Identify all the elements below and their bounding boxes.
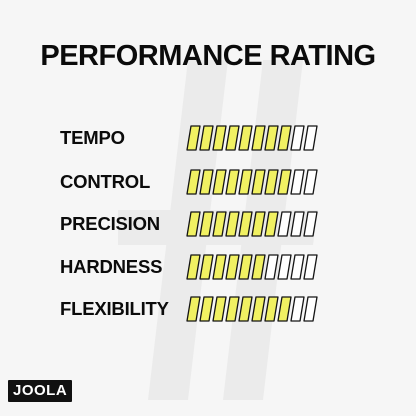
- rating-segment-filled: [225, 296, 240, 322]
- rating-segment-empty: [290, 169, 305, 195]
- rating-segment-filled: [251, 254, 266, 280]
- rating-segment-filled: [212, 254, 227, 280]
- rating-segment-filled: [212, 211, 227, 237]
- rating-segment-filled: [225, 169, 240, 195]
- rating-segment-filled: [212, 296, 227, 322]
- rating-label: PRECISION: [60, 213, 160, 234]
- rating-segment-empty: [303, 169, 318, 195]
- rating-segment-empty: [290, 125, 305, 151]
- brand-logo: JOOLA: [8, 380, 73, 402]
- rating-segment-filled: [277, 125, 292, 151]
- rating-segment-filled: [186, 296, 201, 322]
- rating-segment-filled: [238, 296, 253, 322]
- rating-row-flexibility: FLEXIBILITY: [60, 296, 360, 322]
- rating-segment-filled: [264, 211, 279, 237]
- rating-segment-filled: [277, 169, 292, 195]
- rating-segment-filled: [225, 125, 240, 151]
- rating-segment-filled: [186, 125, 201, 151]
- rating-segment-filled: [251, 296, 266, 322]
- rating-segment-filled: [186, 169, 201, 195]
- rating-segment-empty: [290, 254, 305, 280]
- rating-segment-filled: [264, 125, 279, 151]
- rating-segment-filled: [199, 296, 214, 322]
- rating-segment-filled: [199, 254, 214, 280]
- rating-meter-control: [186, 169, 318, 195]
- rating-row-precision: PRECISION: [60, 211, 360, 237]
- rating-segment-filled: [186, 254, 201, 280]
- rating-meter-flexibility: [186, 296, 318, 322]
- rating-segment-filled: [277, 296, 292, 322]
- rating-segment-filled: [251, 169, 266, 195]
- rating-segment-empty: [277, 254, 292, 280]
- rating-row-control: CONTROL: [60, 169, 360, 195]
- rating-segment-filled: [212, 169, 227, 195]
- rating-segment-empty: [303, 254, 318, 280]
- rating-segment-filled: [251, 125, 266, 151]
- rating-meter-precision: [186, 211, 318, 237]
- rating-meter-hardness: [186, 254, 318, 280]
- rating-segment-empty: [303, 125, 318, 151]
- rating-label: TEMPO: [60, 127, 125, 148]
- rating-segment-filled: [199, 125, 214, 151]
- rating-row-hardness: HARDNESS: [60, 254, 360, 280]
- rating-segment-filled: [264, 296, 279, 322]
- rating-segment-filled: [225, 254, 240, 280]
- rating-segment-filled: [238, 211, 253, 237]
- rating-segment-filled: [225, 211, 240, 237]
- rating-segment-empty: [290, 296, 305, 322]
- rating-row-tempo: TEMPO: [60, 125, 360, 151]
- page-title: PERFORMANCE RATING: [40, 40, 376, 72]
- rating-label: HARDNESS: [60, 256, 163, 277]
- rating-segment-filled: [238, 169, 253, 195]
- rating-segment-filled: [212, 125, 227, 151]
- rating-segment-empty: [277, 211, 292, 237]
- rating-segment-empty: [264, 254, 279, 280]
- rating-segment-filled: [199, 169, 214, 195]
- rating-label: CONTROL: [60, 171, 151, 192]
- rating-segment-empty: [290, 211, 305, 237]
- rating-segment-filled: [238, 254, 253, 280]
- rating-segment-filled: [186, 211, 201, 237]
- rating-segment-empty: [303, 296, 318, 322]
- rating-segment-filled: [264, 169, 279, 195]
- rating-meter-tempo: [186, 125, 318, 151]
- rating-label: FLEXIBILITY: [60, 298, 169, 319]
- rating-segment-filled: [199, 211, 214, 237]
- rating-segment-filled: [251, 211, 266, 237]
- rating-segment-filled: [238, 125, 253, 151]
- rating-segment-empty: [303, 211, 318, 237]
